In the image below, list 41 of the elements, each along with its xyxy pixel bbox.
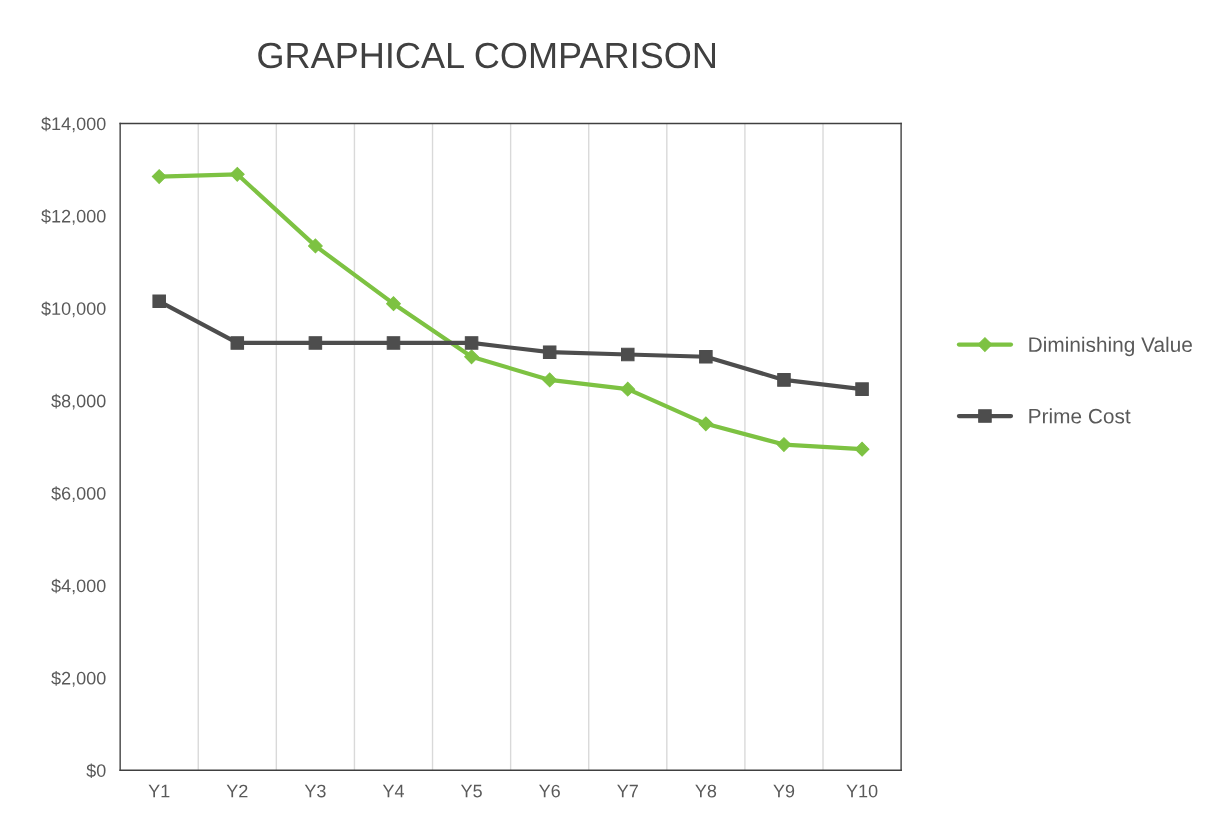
legend-label: Prime Cost (1029, 408, 1131, 424)
legend-label: Diminishing Value (1029, 336, 1192, 357)
point (229, 166, 245, 182)
x-tick-label: Y6 (539, 784, 560, 798)
y-tick-label: $6,000 (51, 486, 106, 502)
x-tick-label: Y9 (773, 784, 795, 798)
y-tick-label: $8,000 (51, 393, 106, 410)
x-tick-label: Y8 (695, 784, 717, 798)
point (308, 336, 323, 350)
point (777, 373, 791, 387)
x-tick-label: Y10 (846, 784, 878, 798)
point (620, 381, 636, 397)
point (464, 336, 479, 350)
x-tick-label: Y2 (226, 784, 248, 798)
point (307, 238, 323, 254)
point (855, 382, 869, 396)
point (621, 347, 635, 362)
x-tick-label: Y1 (148, 784, 170, 798)
x-tick-label: Y3 (304, 784, 326, 798)
point (698, 416, 714, 432)
point (464, 349, 479, 365)
x-tick-label: Y7 (617, 784, 638, 798)
point (386, 296, 401, 312)
point (152, 294, 166, 309)
point (542, 372, 558, 388)
point (542, 345, 557, 359)
point (854, 441, 870, 457)
y-tick-label: $10,000 (41, 301, 106, 318)
point (230, 336, 245, 350)
point (699, 350, 713, 364)
y-tick-label: $2,000 (51, 671, 106, 687)
y-tick-label: $12,000 (41, 209, 106, 225)
y-tick-label: $14,000 (41, 116, 106, 133)
point (386, 336, 401, 350)
chart-title: GRAPHICAL COMPARISON (258, 42, 715, 69)
x-tick-label: Y4 (382, 784, 404, 798)
point (151, 169, 167, 184)
y-tick-label: $0 (86, 763, 106, 779)
point (776, 437, 792, 452)
x-tick-label: Y5 (460, 784, 482, 798)
y-tick-label: $4,000 (51, 578, 106, 595)
